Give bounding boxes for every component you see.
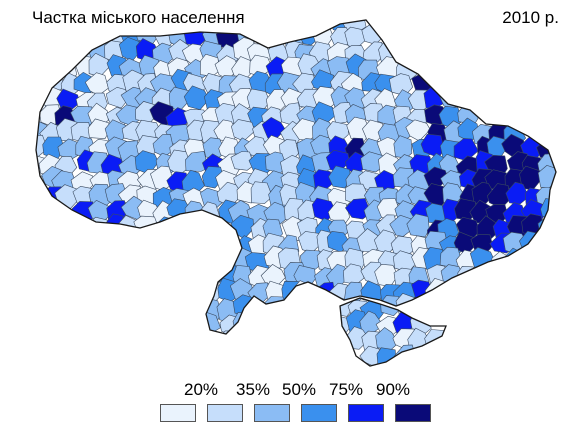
- legend-threshold-90: 90%: [375, 380, 411, 399]
- country-border-mainland: [35, 19, 557, 335]
- district-region: [376, 347, 397, 366]
- legend-labels: 20% 35% 50% 75% 90%: [0, 380, 571, 402]
- district-region: [185, 150, 209, 172]
- district-region: [219, 330, 244, 353]
- district-region: [406, 213, 430, 238]
- map-title: Частка міського населення: [32, 8, 245, 27]
- district-region: [346, 116, 371, 142]
- district-region: [360, 151, 385, 173]
- district-region: [505, 181, 530, 205]
- district-region: [230, 151, 255, 171]
- legend-box-20-35: [207, 404, 243, 422]
- legend-threshold-75: 75%: [328, 380, 364, 399]
- district-region: [362, 41, 386, 63]
- legend-threshold-50: 50%: [281, 380, 317, 399]
- legend-threshold-35: 35%: [235, 380, 271, 399]
- legend-threshold-20: 20%: [183, 380, 219, 399]
- district-region: [105, 86, 130, 109]
- districts-layer: [36, 20, 556, 366]
- legend-box-35-50: [254, 404, 290, 422]
- district-region: [264, 296, 290, 320]
- country-border-crimea: [339, 297, 447, 367]
- legend-box-50-75: [301, 404, 337, 422]
- district-region: [250, 181, 273, 204]
- district-region: [328, 165, 352, 189]
- legend-box-75-90: [348, 404, 384, 422]
- district-region: [345, 198, 372, 220]
- legend-box-under-20: [160, 404, 196, 422]
- district-region: [457, 265, 481, 289]
- legend-color-scale: [0, 404, 571, 424]
- district-region: [36, 134, 48, 160]
- district-region: [297, 231, 320, 253]
- district-region: [84, 216, 109, 242]
- district-region: [261, 22, 287, 47]
- district-region: [87, 118, 111, 140]
- district-region: [424, 329, 451, 354]
- legend-box-over-90: [395, 404, 431, 422]
- map-year: 2010 р.: [502, 8, 559, 27]
- district-region: [406, 347, 431, 366]
